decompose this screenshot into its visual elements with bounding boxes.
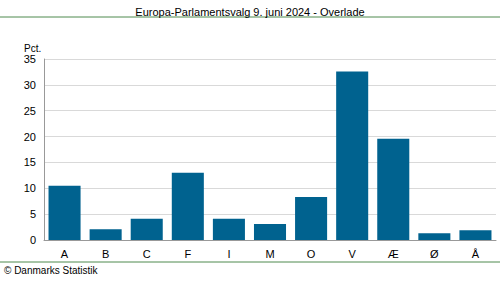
svg-text:O: O xyxy=(307,248,316,260)
svg-text:35: 35 xyxy=(24,53,36,65)
svg-text:25: 25 xyxy=(24,105,36,117)
svg-text:B: B xyxy=(102,248,109,260)
svg-text:C: C xyxy=(143,248,151,260)
svg-text:15: 15 xyxy=(24,156,36,168)
svg-text:I: I xyxy=(227,248,230,260)
svg-text:0: 0 xyxy=(30,234,36,246)
svg-text:© Danmarks Statistik: © Danmarks Statistik xyxy=(4,265,99,276)
svg-text:A: A xyxy=(61,248,69,260)
svg-text:Europa-Parlamentsvalg 9. juni: Europa-Parlamentsvalg 9. juni 2024 - Ove… xyxy=(135,6,364,18)
svg-text:F: F xyxy=(184,248,191,260)
svg-text:30: 30 xyxy=(24,79,36,91)
svg-text:20: 20 xyxy=(24,131,36,143)
svg-text:10: 10 xyxy=(24,182,36,194)
svg-text:5: 5 xyxy=(30,208,36,220)
svg-text:Pct.: Pct. xyxy=(24,43,41,54)
svg-text:Ø: Ø xyxy=(430,248,439,260)
svg-text:Å: Å xyxy=(472,248,480,260)
svg-text:Æ: Æ xyxy=(388,248,399,260)
svg-text:M: M xyxy=(265,248,274,260)
svg-text:V: V xyxy=(349,248,357,260)
